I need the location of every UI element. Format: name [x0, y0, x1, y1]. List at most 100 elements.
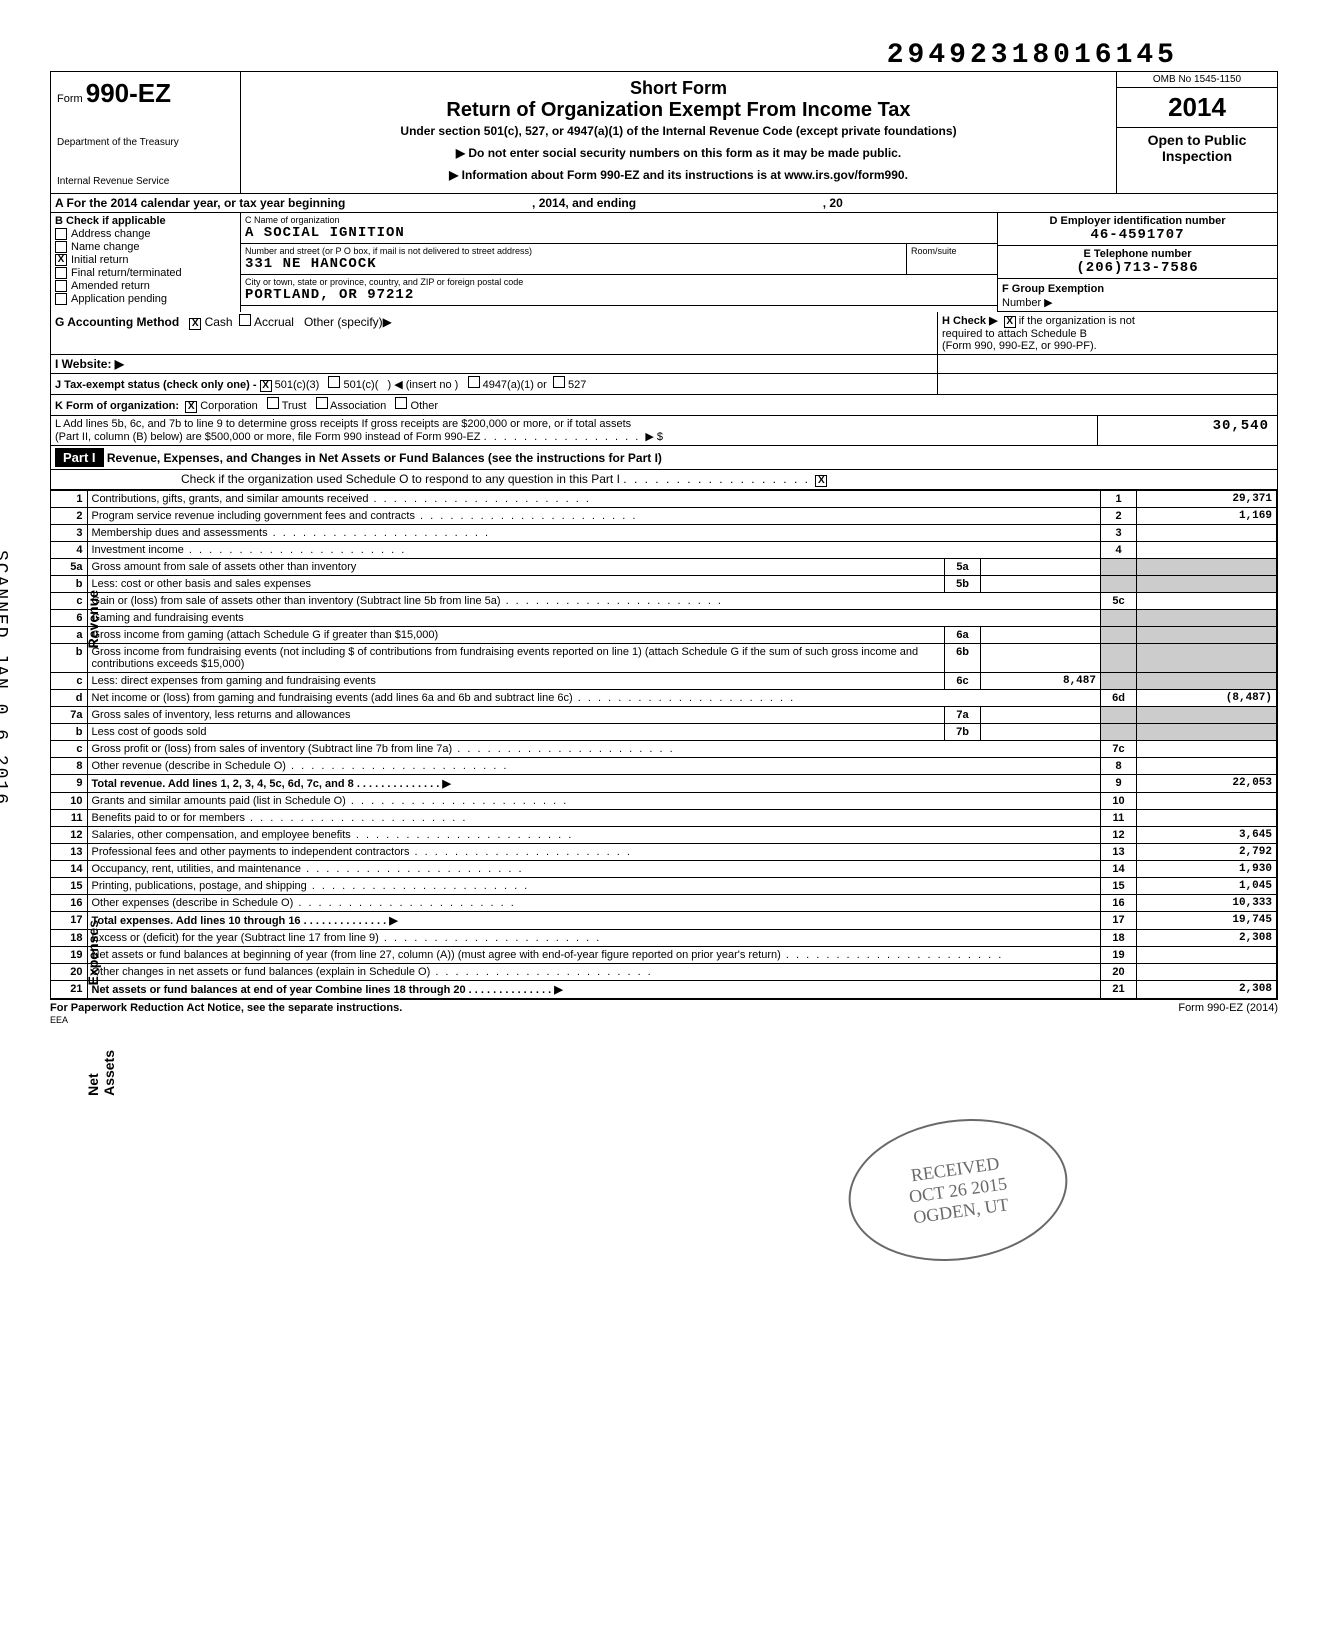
inner-box: 6c	[945, 673, 981, 690]
amount-gray	[1137, 627, 1277, 644]
amount: 22,053	[1137, 775, 1277, 793]
amount	[1137, 758, 1277, 775]
e-label: E Telephone number	[1002, 248, 1273, 260]
line-num: 10	[51, 793, 87, 810]
title-return: Return of Organization Exempt From Incom…	[249, 99, 1108, 122]
arrow-info: ▶ Information about Form 990-EZ and its …	[249, 168, 1108, 182]
cash-checkbox[interactable]	[189, 318, 201, 330]
line-desc: Total expenses. Add lines 10 through 16 …	[87, 912, 1101, 930]
box-num: 17	[1101, 912, 1137, 930]
line-table-wrap: 1Contributions, gifts, grants, and simil…	[51, 490, 1277, 999]
line-14: 14Occupancy, rent, utilities, and mainte…	[51, 861, 1277, 878]
line-desc: Gross amount from sale of assets other t…	[87, 559, 945, 576]
box-num: 3	[1101, 525, 1137, 542]
line-7b: bLess cost of goods sold7b	[51, 724, 1277, 741]
footer-left: For Paperwork Reduction Act Notice, see …	[50, 1002, 402, 1026]
amount: 2,792	[1137, 844, 1277, 861]
line-num: c	[51, 741, 87, 758]
sidelabel-revenue: Revenue	[85, 590, 101, 648]
line-num: a	[51, 627, 87, 644]
open-public: Open to Public Inspection	[1117, 128, 1277, 168]
check-label-text: Final return/terminated	[71, 267, 182, 279]
line-7c: cGross profit or (loss) from sales of in…	[51, 741, 1277, 758]
line-num: 4	[51, 542, 87, 559]
stamp-received: RECEIVED	[910, 1153, 1001, 1186]
inner-box: 5a	[945, 559, 981, 576]
line-num: c	[51, 593, 87, 610]
line-7a: 7aGross sales of inventory, less returns…	[51, 707, 1277, 724]
checkbox-address-change[interactable]	[55, 228, 67, 240]
dept-treasury: Department of the Treasury	[57, 137, 234, 148]
check-label-text: Address change	[71, 228, 151, 240]
line-8: 8Other revenue (describe in Schedule O) …	[51, 758, 1277, 775]
part-i-checkbox[interactable]	[815, 475, 827, 487]
amount: 1,045	[1137, 878, 1277, 895]
box-num: 19	[1101, 947, 1137, 964]
checkbox-amended-return[interactable]	[55, 280, 67, 292]
checkbox-application-pending[interactable]	[55, 293, 67, 305]
k-corp-checkbox[interactable]	[185, 401, 197, 413]
row-l: L Add lines 5b, 6c, and 7b to line 9 to …	[51, 416, 1277, 446]
checkbox-final-return-terminated[interactable]	[55, 267, 67, 279]
amount	[1137, 793, 1277, 810]
j-501c3-checkbox[interactable]	[260, 380, 272, 392]
inner-amount	[981, 724, 1101, 741]
g-label: G Accounting Method	[55, 315, 179, 329]
received-stamp: RECEIVED OCT 26 2015 OGDEN, UT	[839, 1105, 1076, 1274]
line-12: 12Salaries, other compensation, and empl…	[51, 827, 1277, 844]
b-header: B Check if applicable	[55, 215, 236, 227]
line-desc: Less: direct expenses from gaming and fu…	[87, 673, 945, 690]
box-num: 12	[1101, 827, 1137, 844]
line-2: 2Program service revenue including gover…	[51, 508, 1277, 525]
checkbox-initial-return[interactable]	[55, 254, 67, 266]
line-15: 15Printing, publications, postage, and s…	[51, 878, 1277, 895]
amount	[1137, 525, 1277, 542]
k-trust-checkbox[interactable]	[267, 397, 279, 409]
line-desc: Excess or (deficit) for the year (Subtra…	[87, 930, 1101, 947]
inner-amount	[981, 707, 1101, 724]
amount: 2,308	[1137, 981, 1277, 999]
check-item-0: Address change	[55, 228, 236, 240]
footer: For Paperwork Reduction Act Notice, see …	[50, 1000, 1278, 1028]
box-gray	[1101, 707, 1137, 724]
box-num: 7c	[1101, 741, 1137, 758]
c-city-cell: City or town, state or province, country…	[241, 275, 997, 305]
line-desc: Less cost of goods sold	[87, 724, 945, 741]
line-num: 6	[51, 610, 87, 627]
k-label: K Form of organization:	[55, 400, 179, 412]
i-label: I Website: ▶	[55, 357, 124, 371]
box-num: 10	[1101, 793, 1137, 810]
accrual-checkbox[interactable]	[239, 314, 251, 326]
checkbox-name-change[interactable]	[55, 241, 67, 253]
main-block: A For the 2014 calendar year, or tax yea…	[50, 194, 1278, 1000]
line-num: 1	[51, 491, 87, 508]
line-18: 18Excess or (deficit) for the year (Subt…	[51, 930, 1277, 947]
col-def: D Employer identification number 46-4591…	[997, 213, 1277, 312]
box-gray	[1101, 724, 1137, 741]
k-assoc: Association	[330, 400, 386, 412]
k-block: K Form of organization: Corporation Trus…	[51, 395, 1277, 415]
j-501c-checkbox[interactable]	[328, 376, 340, 388]
line-num: 17	[51, 912, 87, 930]
line-6d: dNet income or (loss) from gaming and fu…	[51, 690, 1277, 707]
line-desc: Grants and similar amounts paid (list in…	[87, 793, 1101, 810]
footer-eea: EEA	[50, 1015, 68, 1025]
line-desc: Other revenue (describe in Schedule O) .…	[87, 758, 1101, 775]
k-corp: Corporation	[200, 400, 257, 412]
check-label-text: Amended return	[71, 280, 150, 292]
h-checkbox[interactable]	[1004, 316, 1016, 328]
j-4947-checkbox[interactable]	[468, 376, 480, 388]
l-block: L Add lines 5b, 6c, and 7b to line 9 to …	[51, 416, 1097, 445]
amount	[1137, 593, 1277, 610]
parti-dots: . . . . . . . . . . . . . . . . . .	[623, 472, 815, 486]
row-j: J Tax-exempt status (check only one) - 5…	[51, 374, 1277, 395]
k-assoc-checkbox[interactable]	[316, 397, 328, 409]
c-city-label: City or town, state or province, country…	[245, 277, 993, 287]
amount: 1,169	[1137, 508, 1277, 525]
box-gray	[1101, 610, 1137, 627]
j-527-checkbox[interactable]	[553, 376, 565, 388]
amount-gray	[1137, 707, 1277, 724]
amount: 29,371	[1137, 491, 1277, 508]
box-num: 8	[1101, 758, 1137, 775]
k-other-checkbox[interactable]	[395, 397, 407, 409]
